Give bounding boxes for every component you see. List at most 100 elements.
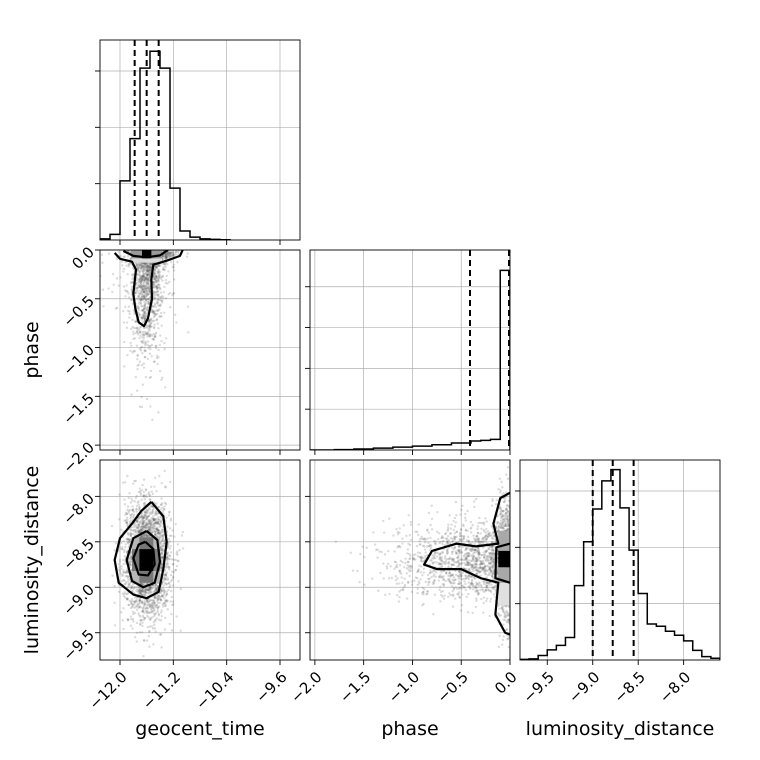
sample-point [142,590,145,594]
density-cell [131,258,162,263]
sample-point [145,534,148,537]
sample-point [145,587,148,590]
sample-point [152,332,155,336]
y-tick-label: −9.5 [60,626,98,664]
sample-point [141,292,144,295]
sample-point [132,587,135,591]
sample-point [147,278,151,282]
sample-point [169,540,172,543]
sample-point [133,500,136,503]
sample-point [140,309,143,312]
sample-point [490,556,494,559]
sample-point [126,619,130,622]
sample-point [158,308,161,311]
sample-point [126,523,129,526]
sample-point [164,256,168,259]
sample-point [140,264,143,267]
sample-point [149,598,152,602]
sample-point [144,312,147,316]
sample-point [114,307,117,310]
sample-point [153,360,156,363]
sample-point [176,550,179,553]
sample-point [127,511,131,514]
sample-point [139,591,143,594]
sample-point [152,285,156,289]
sample-point [146,516,149,520]
sample-point [156,512,160,515]
sample-point [114,542,118,545]
sample-point [139,526,143,529]
sample-point [170,589,173,593]
sample-point [153,613,157,616]
sample-point [152,309,155,313]
sample-point [162,591,166,594]
sample-point [152,290,156,294]
sample-point [159,598,163,602]
sample-point [168,254,172,257]
sample-point [445,548,449,552]
sample-point [160,549,164,552]
sample-point [351,569,355,572]
sample-point [128,261,132,265]
sample-point [166,552,169,555]
sample-point [165,254,168,257]
sample-point [159,291,163,294]
sample-point [142,275,145,279]
y-axis-label-phase: phase [21,321,43,378]
sample-point [137,266,140,269]
sample-point [153,522,156,525]
sample-point [128,578,131,581]
sample-point [451,539,454,543]
sample-point [161,539,165,542]
sample-point [157,529,160,532]
sample-point [446,540,449,543]
sample-point [155,521,158,525]
sample-point [158,531,161,535]
sample-point [139,619,143,622]
sample-point [134,530,137,534]
sample-point [167,566,171,569]
sample-point [152,623,156,627]
sample-point [154,612,158,615]
sample-point [145,606,148,610]
sample-point [136,587,139,591]
sample-point [143,510,146,513]
sample-point [172,292,175,295]
sample-point [135,330,139,334]
sample-point [163,341,166,345]
sample-point [143,311,147,314]
sample-point [491,578,495,581]
sample-point [479,563,483,566]
sample-point [153,595,156,598]
sample-point [149,606,153,609]
sample-point [126,309,130,313]
sample-point [161,268,165,271]
sample-point [154,312,157,315]
sample-point [416,583,419,586]
contour-line [113,501,168,600]
sample-point [155,617,159,620]
sample-point [143,303,147,306]
sample-point [140,527,144,531]
sample-point [153,627,157,630]
sample-point [181,530,185,534]
sample-point [123,519,126,522]
sample-point [166,577,170,580]
sample-point [142,274,145,278]
sample-point [132,349,135,353]
sample-point [148,525,152,528]
sample-point [142,294,146,298]
sample-point [163,508,166,511]
sample-point [159,633,163,636]
sample-point [136,525,139,529]
sample-point [141,293,145,296]
sample-point [172,575,175,578]
sample-point [148,273,151,277]
sample-point [110,524,114,528]
sample-point [174,558,177,562]
sample-point [149,267,153,270]
sample-point [140,582,143,586]
sample-point [141,333,144,336]
sample-point [156,598,160,601]
sample-point [127,584,130,587]
